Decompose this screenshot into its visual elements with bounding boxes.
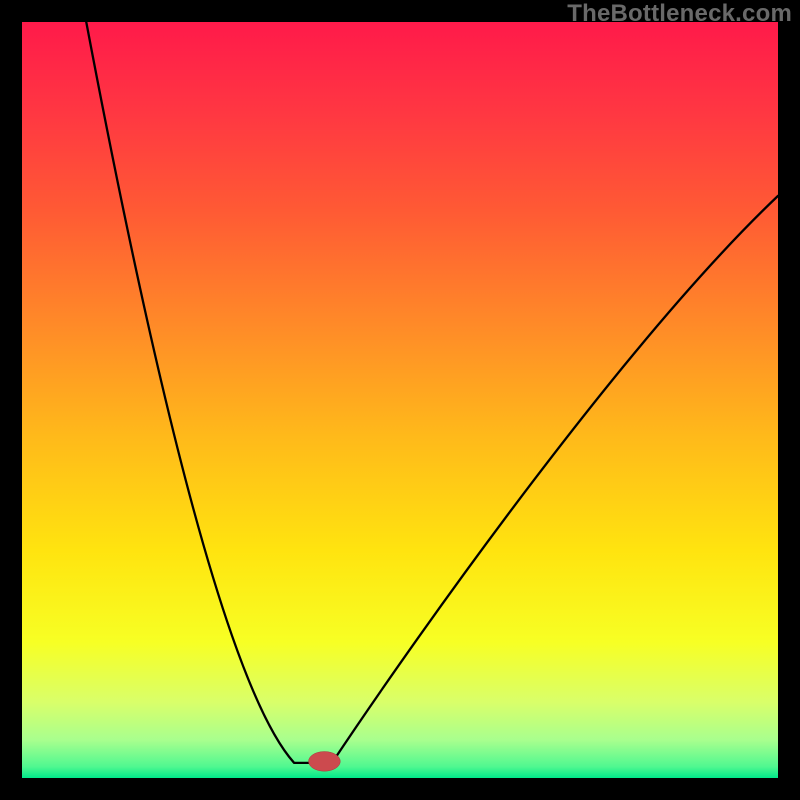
plot-area xyxy=(22,22,778,778)
chart-svg xyxy=(22,22,778,778)
optimal-marker xyxy=(309,752,341,772)
watermark-text: TheBottleneck.com xyxy=(567,0,792,28)
